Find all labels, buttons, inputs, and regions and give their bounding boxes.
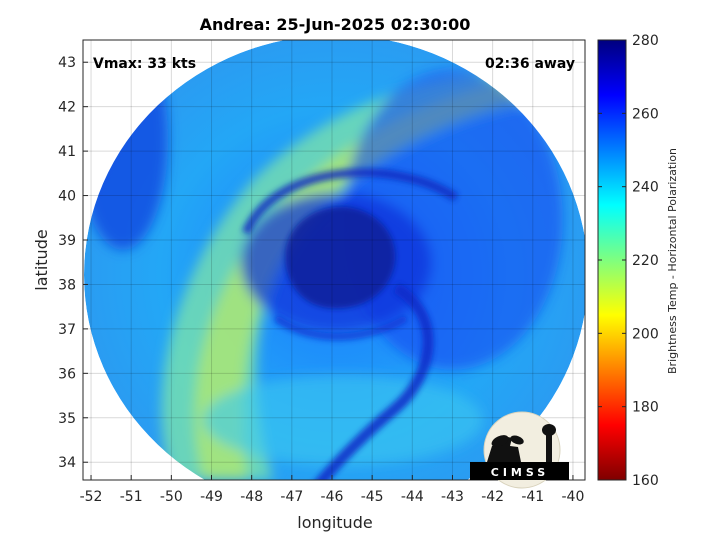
time-away-annotation: 02:36 away (485, 56, 575, 72)
colorbar-tick-label: 180 (632, 400, 659, 416)
satellite-dish-icon (487, 436, 521, 462)
axes-frame (82, 39, 586, 481)
storm-eye-ring (285, 206, 396, 309)
y-tick-label: 34 (58, 455, 76, 471)
y-axis-label: latitude (32, 229, 51, 290)
logo-bar (470, 462, 569, 480)
microwave-swath (84, 40, 585, 480)
x-axis-label: longitude (297, 513, 372, 532)
rainband-features (241, 168, 459, 480)
vmax-annotation: Vmax: 33 kts (93, 56, 196, 72)
x-axis-ticks: -52 -51 -50 -49 -48 -47 -46 -45 -44 -43 -42 -41 -40 (80, 475, 585, 505)
colorbar-tick-label: 280 (632, 33, 659, 49)
x-tick-label: -42 (481, 489, 504, 505)
logo-text: CIMSS (491, 466, 549, 479)
chart-title: Andrea: 25-Jun-2025 02:30:00 (200, 15, 471, 34)
x-tick-label: -49 (200, 489, 223, 505)
colorbar-tick-label: 260 (632, 106, 659, 122)
dish-small-icon (510, 435, 524, 445)
colorbar-ticks: 160 180 200 220 240 260 280 (598, 33, 659, 489)
x-tick-label: -46 (321, 489, 344, 505)
dish-icon (491, 435, 509, 447)
colorbar-label: Brightness Temp - Horizontal Polarizatio… (666, 148, 679, 374)
y-tick-label: 39 (58, 233, 76, 249)
colorbar-tick-label: 220 (632, 253, 659, 269)
x-tick-label: -41 (521, 489, 544, 505)
x-tick-label: -43 (441, 489, 464, 505)
y-tick-label: 40 (58, 189, 76, 205)
x-tick-label: -48 (240, 489, 263, 505)
x-tick-label: -50 (160, 489, 183, 505)
spiral-band-north (241, 168, 459, 235)
y-tick-label: 42 (58, 100, 76, 116)
x-tick-label: -44 (401, 489, 424, 505)
y-tick-label: 37 (58, 322, 76, 338)
y-tick-label: 35 (58, 411, 76, 427)
x-tick-label: -45 (361, 489, 384, 505)
y-tick-label: 43 (58, 55, 76, 71)
colorbar-tick-label: 200 (632, 326, 659, 342)
colorbar-gradient (597, 39, 627, 481)
y-tick-label: 36 (58, 366, 76, 382)
colorbar-tick-label: 160 (632, 473, 659, 489)
colorbar: 160 180 200 220 240 260 280 Brightness Temp - … (597, 33, 679, 489)
colorbar-tick-label: 240 (632, 180, 659, 196)
spiral-band-inner (273, 314, 408, 341)
y-tick-label: 41 (58, 144, 76, 160)
cimss-logo: CIMSS (470, 411, 569, 489)
water-tower-icon (546, 432, 552, 462)
grid-lines (83, 40, 585, 480)
spiral-band-south (311, 283, 434, 480)
y-axis-ticks: 34 35 36 37 38 39 40 41 42 43 (58, 55, 88, 471)
tower-tank-icon (542, 424, 556, 436)
x-tick-label: -52 (80, 489, 103, 505)
x-tick-label: -51 (120, 489, 143, 505)
y-tick-label: 38 (58, 277, 76, 293)
x-tick-label: -47 (280, 489, 303, 505)
x-tick-label: -40 (562, 489, 585, 505)
